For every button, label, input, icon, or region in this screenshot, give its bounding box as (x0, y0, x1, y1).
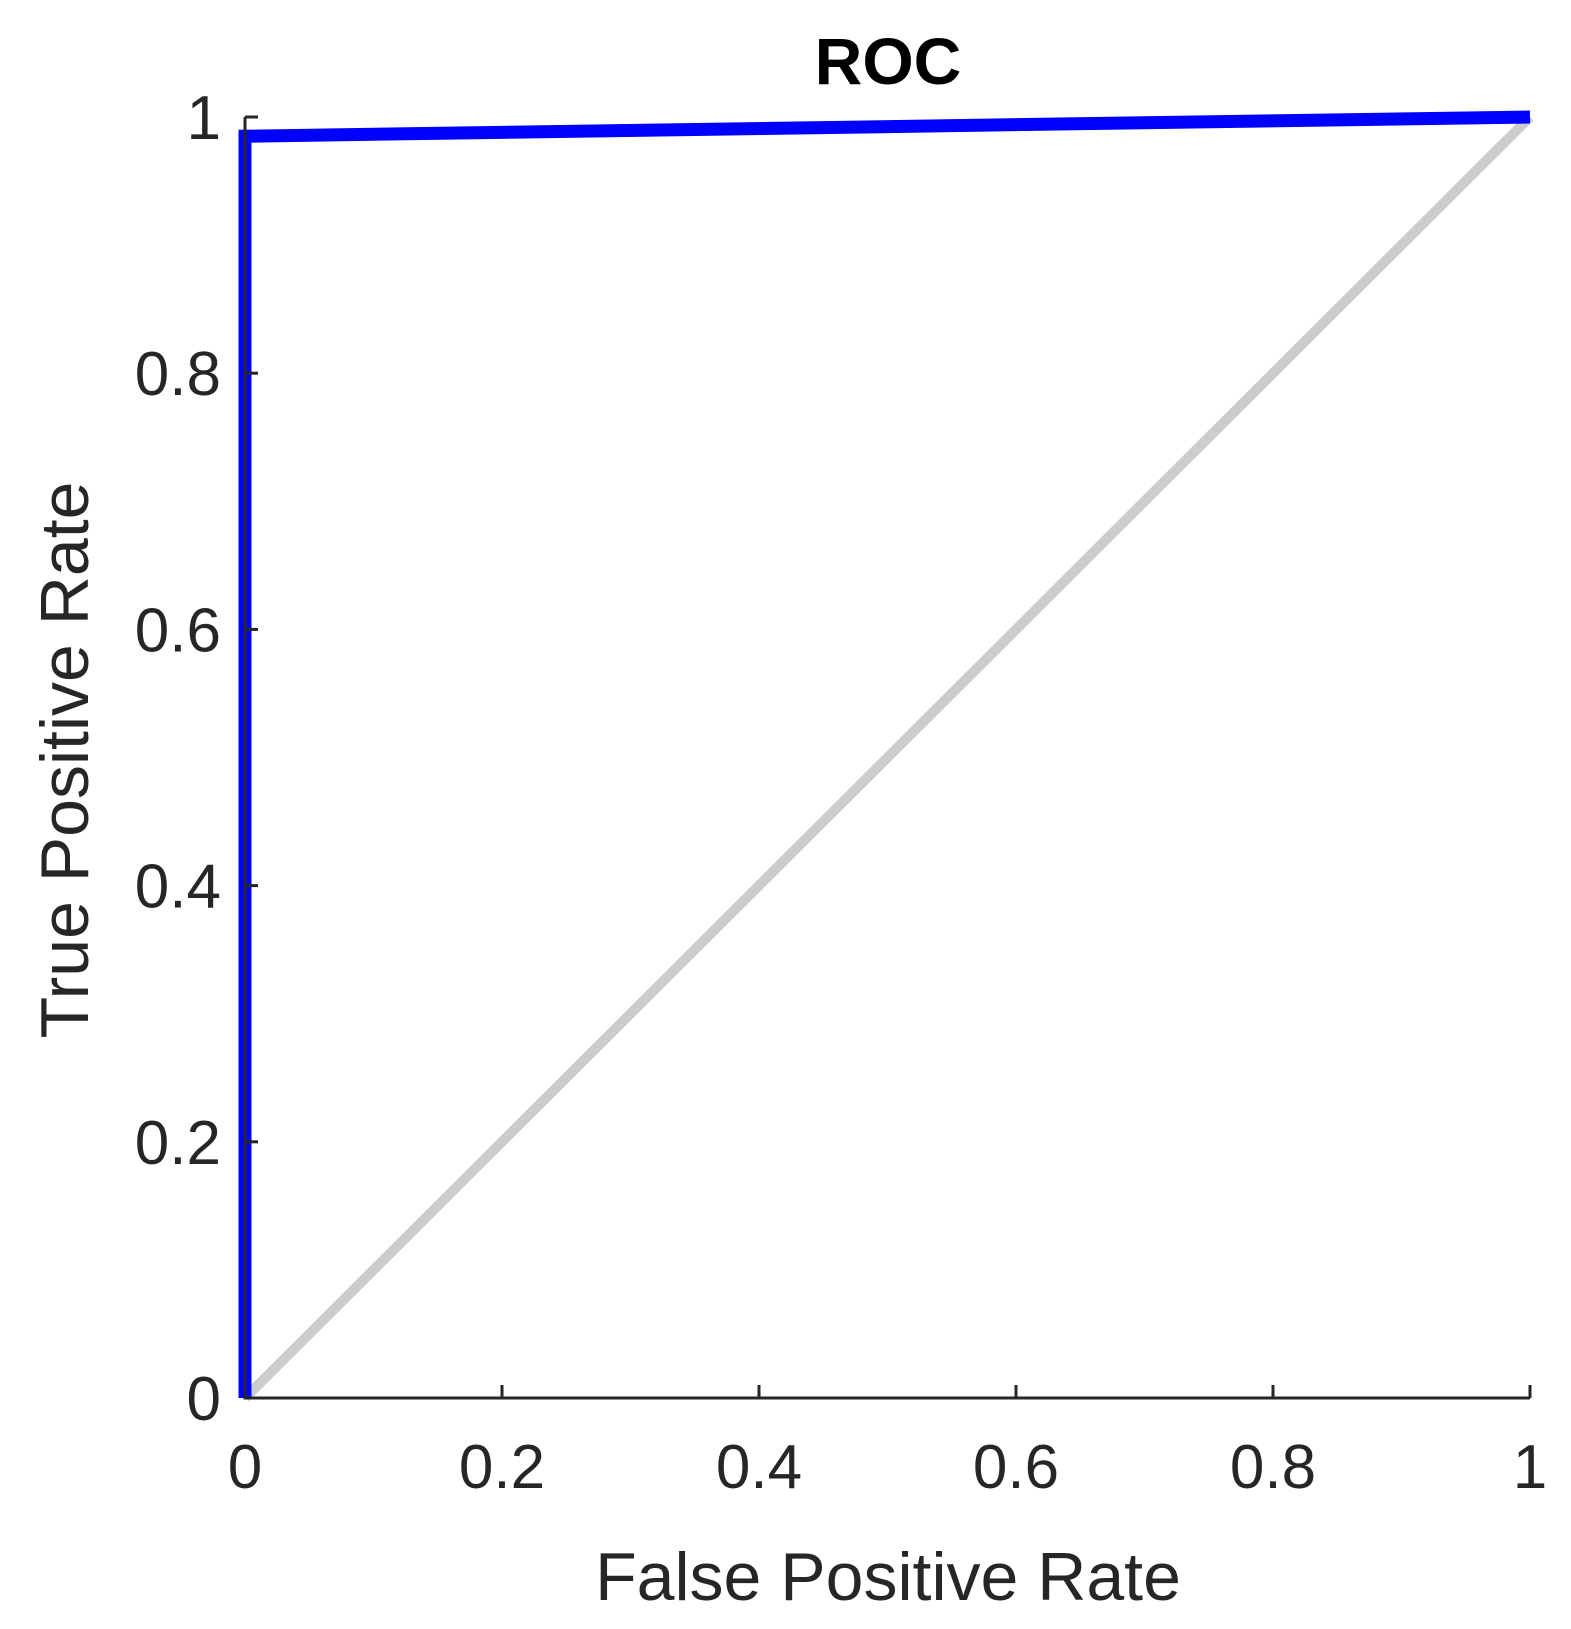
y-axis-title: True Positive Rate (27, 482, 103, 1039)
chart-title: ROC (815, 24, 962, 98)
x-tick-label: 0.8 (1230, 1433, 1316, 1502)
x-tick-label: 0.4 (716, 1433, 802, 1502)
y-tick-label: 0.6 (135, 596, 221, 665)
x-tick-label: 1 (1513, 1433, 1547, 1502)
x-tick-label: 0.6 (973, 1433, 1059, 1502)
ticks-layer: 0 0.2 0.4 0.6 0.8 1 0 0.2 0.4 0.6 0.8 1 (135, 84, 1547, 1502)
y-tick-label: 0.8 (135, 340, 221, 409)
x-tick-label: 0.2 (459, 1433, 545, 1502)
x-tick-label: 0 (228, 1433, 262, 1502)
x-axis-title: False Positive Rate (595, 1539, 1181, 1615)
y-tick-label: 0.2 (135, 1109, 221, 1178)
chance-diagonal-line (241, 113, 1534, 1402)
y-tick-label: 0 (187, 1365, 221, 1434)
y-tick-label: 1 (187, 84, 221, 153)
y-tick-label: 0.4 (135, 853, 221, 922)
